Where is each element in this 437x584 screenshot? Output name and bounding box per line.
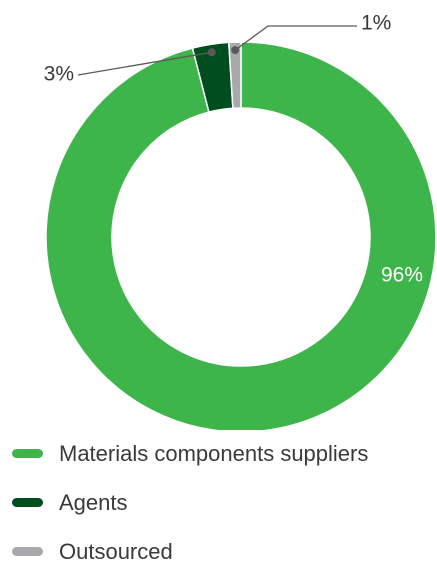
legend-swatch-outsourced bbox=[12, 547, 43, 556]
donut-slice-materials bbox=[45, 41, 437, 430]
legend-label-agents: Agents bbox=[59, 489, 128, 515]
leader-dot-outsourced bbox=[231, 46, 240, 55]
donut-slice-outsourced bbox=[227, 41, 242, 110]
data-label-agents: 3% bbox=[44, 63, 74, 86]
legend-swatch-agents bbox=[12, 498, 43, 507]
data-label-outsourced: 1% bbox=[361, 12, 391, 35]
legend-swatch-materials bbox=[12, 449, 43, 458]
leader-dot-agents bbox=[207, 48, 216, 57]
donut-chart: 96% 3% 1% bbox=[44, 12, 437, 430]
data-label-materials: 96% bbox=[381, 264, 423, 287]
legend-item-outsourced: Outsourced bbox=[12, 535, 368, 568]
leader-line-outsourced bbox=[234, 25, 357, 51]
legend: Materials components suppliers Agents Ou… bbox=[12, 437, 368, 584]
legend-item-agents: Agents bbox=[12, 486, 368, 519]
leader-line-agents bbox=[77, 51, 212, 76]
legend-label-materials: Materials components suppliers bbox=[59, 440, 369, 466]
legend-label-outsourced: Outsourced bbox=[59, 538, 173, 564]
legend-item-materials: Materials components suppliers bbox=[12, 437, 368, 470]
